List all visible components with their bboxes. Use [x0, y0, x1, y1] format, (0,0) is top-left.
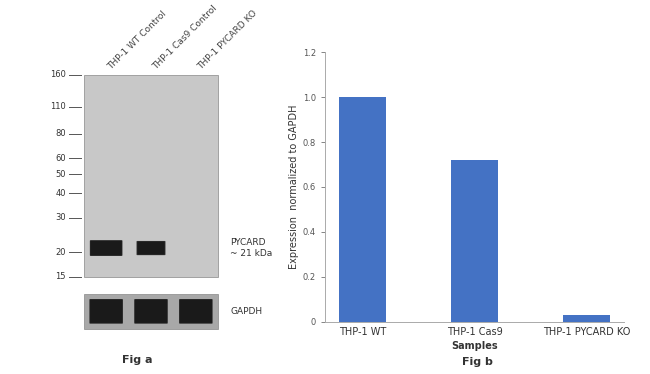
Text: 80: 80 — [55, 129, 66, 138]
FancyBboxPatch shape — [180, 300, 211, 322]
FancyBboxPatch shape — [92, 242, 121, 255]
FancyBboxPatch shape — [90, 240, 122, 256]
FancyBboxPatch shape — [179, 299, 213, 324]
FancyBboxPatch shape — [182, 303, 209, 320]
FancyBboxPatch shape — [136, 302, 165, 321]
FancyBboxPatch shape — [135, 300, 166, 322]
FancyBboxPatch shape — [90, 240, 122, 255]
Text: 40: 40 — [55, 188, 66, 197]
FancyBboxPatch shape — [91, 241, 122, 255]
Text: Fig a: Fig a — [122, 355, 153, 365]
FancyBboxPatch shape — [179, 300, 212, 323]
FancyBboxPatch shape — [91, 301, 121, 322]
Text: 15: 15 — [55, 272, 66, 281]
FancyBboxPatch shape — [137, 241, 165, 255]
Bar — [84, 294, 218, 329]
FancyBboxPatch shape — [138, 242, 164, 254]
FancyBboxPatch shape — [94, 304, 119, 319]
FancyBboxPatch shape — [140, 243, 162, 253]
Bar — [339, 97, 385, 322]
FancyBboxPatch shape — [138, 303, 164, 319]
FancyBboxPatch shape — [136, 241, 166, 255]
Text: THP-1 WT Control: THP-1 WT Control — [106, 9, 168, 71]
FancyBboxPatch shape — [93, 242, 120, 254]
FancyBboxPatch shape — [138, 304, 164, 319]
FancyBboxPatch shape — [90, 300, 122, 323]
FancyBboxPatch shape — [137, 303, 164, 320]
FancyBboxPatch shape — [90, 299, 123, 324]
FancyBboxPatch shape — [138, 242, 164, 254]
FancyBboxPatch shape — [139, 243, 163, 253]
Y-axis label: Expression  normalized to GAPDH: Expression normalized to GAPDH — [289, 105, 298, 269]
FancyBboxPatch shape — [135, 299, 168, 324]
Bar — [84, 75, 218, 277]
Text: PYCARD
~ 21 kDa: PYCARD ~ 21 kDa — [230, 238, 272, 258]
Bar — [451, 160, 498, 322]
Text: 30: 30 — [55, 213, 66, 222]
FancyBboxPatch shape — [92, 302, 120, 321]
Text: 60: 60 — [55, 154, 66, 163]
Text: THP-1 Cas9 Control: THP-1 Cas9 Control — [151, 3, 219, 71]
Text: 20: 20 — [55, 248, 66, 257]
FancyBboxPatch shape — [140, 244, 162, 252]
FancyBboxPatch shape — [183, 304, 209, 319]
Text: 110: 110 — [50, 102, 66, 111]
FancyBboxPatch shape — [94, 243, 119, 253]
Text: 50: 50 — [55, 169, 66, 178]
FancyBboxPatch shape — [94, 243, 118, 253]
FancyBboxPatch shape — [92, 242, 120, 254]
Text: Fig b: Fig b — [462, 356, 493, 367]
FancyBboxPatch shape — [93, 303, 119, 319]
FancyBboxPatch shape — [92, 303, 120, 320]
FancyBboxPatch shape — [181, 301, 211, 322]
FancyBboxPatch shape — [90, 300, 122, 322]
FancyBboxPatch shape — [135, 300, 167, 323]
FancyBboxPatch shape — [181, 302, 210, 321]
FancyBboxPatch shape — [138, 242, 163, 254]
Text: GAPDH: GAPDH — [230, 307, 263, 316]
Bar — [564, 315, 610, 322]
Text: THP-1 PYCARD KO: THP-1 PYCARD KO — [196, 8, 259, 71]
FancyBboxPatch shape — [136, 301, 166, 322]
FancyBboxPatch shape — [183, 303, 209, 319]
X-axis label: Samples: Samples — [451, 341, 498, 351]
Text: 160: 160 — [50, 70, 66, 79]
